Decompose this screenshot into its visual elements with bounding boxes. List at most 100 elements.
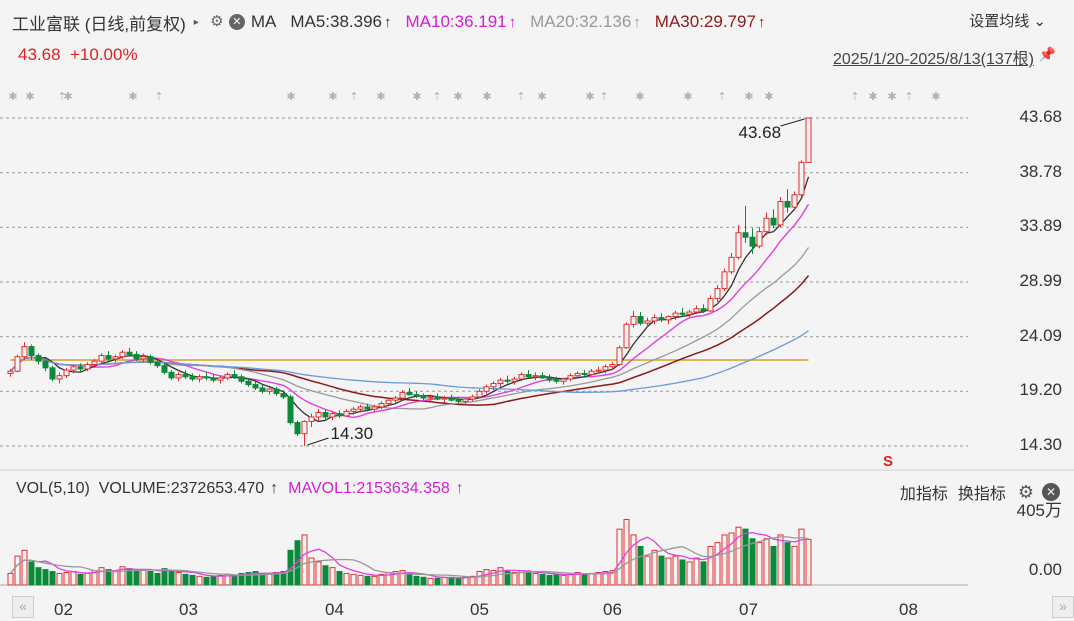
candle-body <box>350 408 357 412</box>
candle-body <box>483 386 490 392</box>
ma-settings-button[interactable]: 设置均线 ⌄ <box>969 13 1046 30</box>
volume-bar <box>133 570 140 586</box>
volume-bar <box>539 573 546 586</box>
month-label: 06 <box>603 600 622 619</box>
volume-bar <box>805 538 812 586</box>
volume-bar <box>798 528 805 586</box>
arrow-up-icon: ⇡ <box>904 91 913 103</box>
candle-body <box>749 236 756 247</box>
candle-body <box>784 201 791 208</box>
gear-icon[interactable]: ⚙ <box>1017 481 1034 502</box>
pin-icon[interactable]: 📌 <box>1038 46 1056 62</box>
volume-bar <box>602 571 609 586</box>
volume-bar <box>203 576 210 586</box>
scroll-left-button[interactable]: « <box>12 596 34 618</box>
candle-body <box>329 413 336 418</box>
add-indicator-button[interactable]: 加指标 <box>899 486 948 503</box>
volume-bar <box>581 573 588 586</box>
scroll-right-button[interactable]: » <box>1052 596 1074 618</box>
candle-body <box>602 366 609 371</box>
candle-body <box>777 201 784 226</box>
volume-bar <box>56 572 63 586</box>
volume-bar <box>770 545 777 586</box>
candle-body <box>434 396 441 400</box>
volume-bar <box>154 572 161 586</box>
stock-title[interactable]: 工业富联 (日线,前复权) <box>12 14 186 34</box>
ma30-line <box>9 275 810 406</box>
volume-bar <box>217 574 224 586</box>
volume-bar <box>483 569 490 586</box>
candle-body <box>721 271 728 290</box>
candle-body <box>546 377 553 381</box>
candle-body <box>315 412 322 418</box>
signal-icon: S <box>883 453 893 470</box>
gear-icon[interactable]: ⚙ <box>210 13 224 30</box>
candle-body <box>511 378 518 382</box>
volume-bar <box>175 571 182 586</box>
candle-body <box>462 398 469 402</box>
candle-body <box>476 390 483 398</box>
ma10-value: MA10:36.191 <box>405 12 507 31</box>
switch-indicator-button[interactable]: 换指标 <box>957 486 1006 503</box>
volume-bar <box>77 573 84 586</box>
high-arrow <box>780 118 805 127</box>
close-icon[interactable]: ✕ <box>228 14 245 30</box>
candle-body <box>770 217 777 226</box>
up-arrow-icon: ↑ <box>384 14 392 31</box>
candle-body <box>581 372 588 376</box>
volume-bar <box>98 567 105 586</box>
price-tick: 19.20 <box>1019 380 1062 400</box>
candle-body <box>560 378 567 382</box>
volume-header: VOL(5,10) VOLUME:2372653.470 ↑ MAVOL1:21… <box>16 480 464 498</box>
arrow-up-icon: ⇡ <box>57 91 66 103</box>
candle-body <box>553 379 560 382</box>
volume-bar <box>21 549 28 586</box>
volume-bar <box>693 557 700 586</box>
candle-body <box>364 406 371 410</box>
candle-body <box>210 377 217 381</box>
volume-bar <box>168 570 175 586</box>
volume-bar <box>392 571 399 586</box>
arrow-up-icon: ⇡ <box>717 91 726 103</box>
volume-bar <box>777 534 784 586</box>
candle-body <box>392 397 399 401</box>
volume-bar <box>791 545 798 586</box>
date-range[interactable]: 2025/1/20-2025/8/13(137根) <box>832 51 1034 68</box>
candle-body <box>224 374 231 379</box>
volume-bar <box>651 549 658 586</box>
vol-axis-zero: 0.00 <box>1028 560 1062 579</box>
volume-bar <box>532 572 539 586</box>
candle-body <box>175 374 182 379</box>
volume-bar <box>763 538 770 586</box>
volume-bar <box>742 528 749 586</box>
volume-bar <box>672 555 679 586</box>
candle-body <box>665 315 672 321</box>
candle-body <box>490 382 497 388</box>
star-icon: ✱ <box>635 91 644 103</box>
candle-body <box>280 393 287 398</box>
candle-body <box>322 412 329 418</box>
volume-bar <box>595 571 602 586</box>
candle-body <box>413 394 420 397</box>
month-label: 03 <box>179 600 198 619</box>
triangle-right-icon[interactable]: ▸ <box>193 16 199 28</box>
candle-body <box>616 347 623 366</box>
volume-bar <box>238 572 245 586</box>
volume-bar <box>315 561 322 586</box>
volume-bar <box>119 566 126 586</box>
volume-bar <box>406 573 413 586</box>
star-icon: ✱ <box>585 91 594 103</box>
candle-body <box>714 288 721 300</box>
candle-body <box>343 410 350 417</box>
candle-body <box>56 375 63 380</box>
star-icon: ✱ <box>887 91 896 103</box>
volume-bar <box>756 542 763 586</box>
candle-body <box>98 355 105 362</box>
close-icon[interactable]: ✕ <box>1042 483 1060 501</box>
candle-body <box>441 397 448 400</box>
candle-body <box>679 312 686 315</box>
candle-body <box>105 355 112 360</box>
candle-body <box>266 388 273 392</box>
candle-body <box>287 396 294 424</box>
